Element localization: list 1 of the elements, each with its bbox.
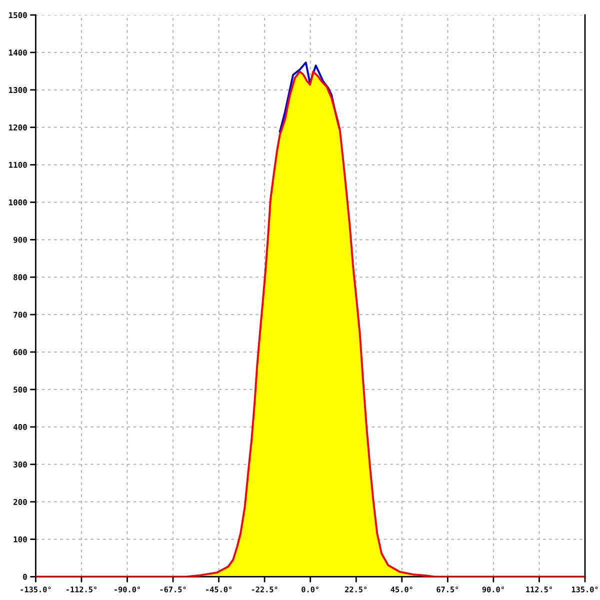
line-series [278,62,340,133]
